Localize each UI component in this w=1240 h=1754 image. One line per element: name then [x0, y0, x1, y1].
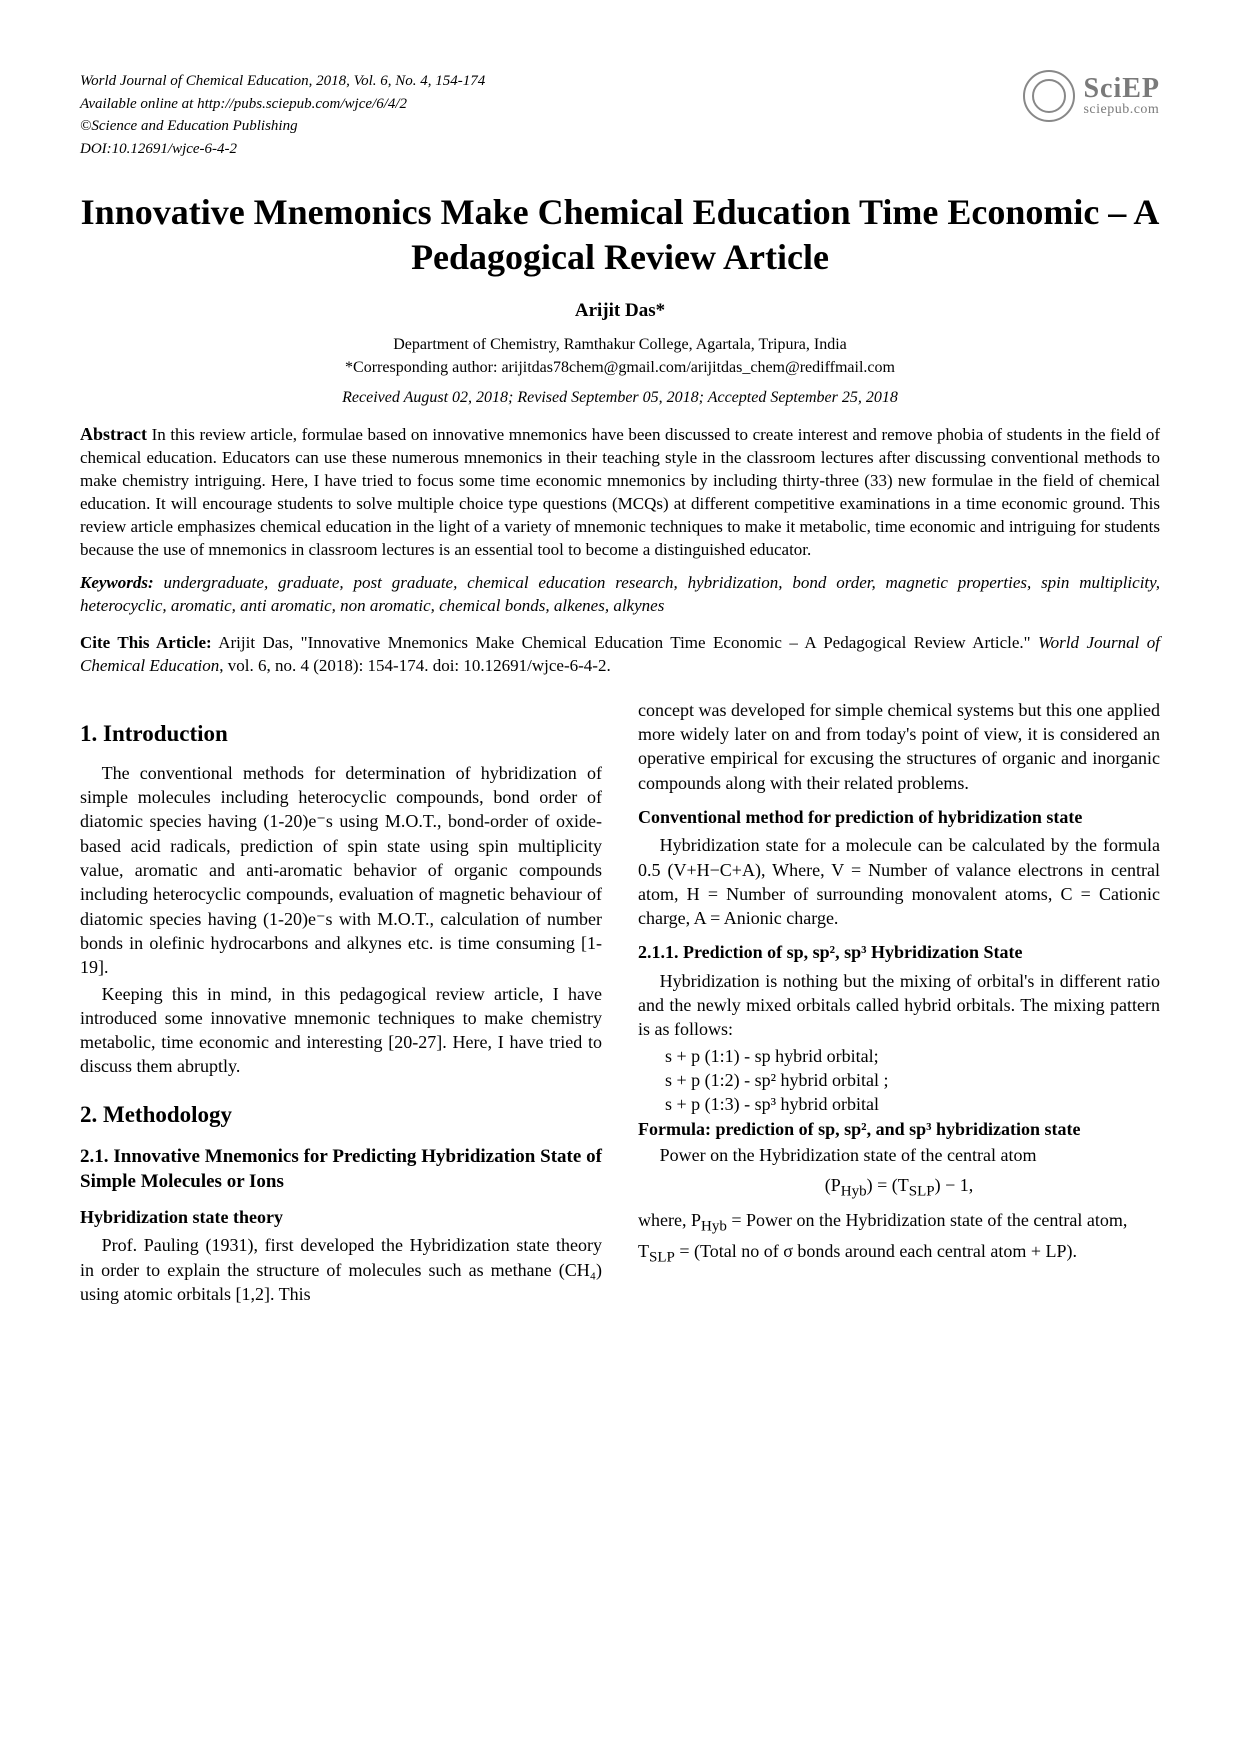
journal-line: Available online at http://pubs.sciepub.…: [80, 93, 485, 116]
logo-sub-text: sciepub.com: [1083, 103, 1160, 117]
author-name: Arijit Das*: [80, 298, 1160, 324]
journal-line: DOI:10.12691/wjce-6-4-2: [80, 138, 485, 161]
formula-equation: (PHyb) = (TSLP) − 1,: [638, 1173, 1160, 1202]
journal-info: World Journal of Chemical Education, 201…: [80, 70, 485, 160]
paper-title: Innovative Mnemonics Make Chemical Educa…: [80, 190, 1160, 280]
affiliation: Department of Chemistry, Ramthakur Colle…: [80, 334, 1160, 356]
logo-main-text: SciEP: [1083, 75, 1160, 103]
formula-tslp: TSLP = (Total no of σ bonds around each …: [638, 1239, 1160, 1268]
conventional-method-heading: Conventional method for prediction of hy…: [638, 805, 1160, 829]
conventional-method-para: Hybridization state for a molecule can b…: [638, 833, 1160, 930]
cite-heading: Cite This Article:: [80, 633, 212, 652]
cite-body-2: , vol. 6, no. 4 (2018): 154-174. doi: 10…: [219, 656, 610, 675]
formula-where: where, PHyb = Power on the Hybridization…: [638, 1208, 1160, 1237]
cite-body-1: Arijit Das, "Innovative Mnemonics Make C…: [218, 633, 1038, 652]
hyb-theory-heading: Hybridization state theory: [80, 1205, 602, 1229]
right-top-continuation: concept was developed for simple chemica…: [638, 698, 1160, 795]
journal-line: World Journal of Chemical Education, 201…: [80, 70, 485, 93]
right-column: concept was developed for simple chemica…: [638, 698, 1160, 1308]
keywords-heading: Keywords:: [80, 573, 154, 592]
logo-icon: [1023, 70, 1075, 122]
left-column: 1. Introduction The conventional methods…: [80, 698, 602, 1308]
section-2-1-heading: 2.1. Innovative Mnemonics for Predicting…: [80, 1144, 602, 1195]
intro-para-2: Keeping this in mind, in this pedagogica…: [80, 982, 602, 1079]
keywords: Keywords: undergraduate, graduate, post …: [80, 572, 1160, 618]
section-2-heading: 2. Methodology: [80, 1099, 602, 1130]
keywords-body: undergraduate, graduate, post graduate, …: [80, 573, 1160, 615]
mix-pattern-1: s + p (1:1) - sp hybrid orbital;: [665, 1044, 1160, 1068]
abstract-heading: Abstract: [80, 424, 147, 444]
hyb-mixing-intro: Hybridization is nothing but the mixing …: [638, 969, 1160, 1042]
section-2-1-1-heading: 2.1.1. Prediction of sp, sp², sp³ Hybrid…: [638, 940, 1160, 964]
manuscript-dates: Received August 02, 2018; Revised Septem…: [80, 387, 1160, 409]
abstract-body: In this review article, formulae based o…: [80, 425, 1160, 559]
publisher-logo: SciEP sciepub.com: [1023, 70, 1160, 122]
formula-text: Power on the Hybridization state of the …: [638, 1143, 1160, 1167]
abstract: Abstract In this review article, formula…: [80, 422, 1160, 562]
citation: Cite This Article: Arijit Das, "Innovati…: [80, 632, 1160, 678]
journal-line: ©Science and Education Publishing: [80, 115, 485, 138]
corresponding-author: *Corresponding author: arijitdas78chem@g…: [80, 357, 1160, 379]
section-1-heading: 1. Introduction: [80, 718, 602, 749]
hyb-theory-para: Prof. Pauling (1931), first developed th…: [80, 1233, 602, 1306]
formula-heading: Formula: prediction of sp, sp², and sp³ …: [638, 1119, 1081, 1139]
mix-pattern-3: s + p (1:3) - sp³ hybrid orbital: [665, 1092, 1160, 1116]
intro-para-1: The conventional methods for determinati…: [80, 761, 602, 980]
mix-pattern-2: s + p (1:2) - sp² hybrid orbital ;: [665, 1068, 1160, 1092]
